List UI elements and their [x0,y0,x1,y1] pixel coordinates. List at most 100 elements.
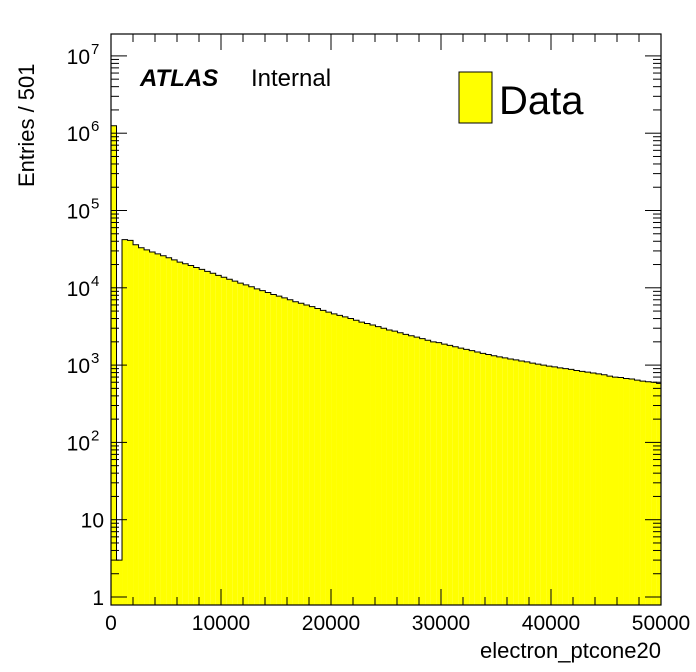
y-tick-exponent: 5 [91,196,99,213]
histogram-bar [651,382,657,605]
histogram-bar [469,350,475,605]
y-tick-label: 10 [67,278,90,301]
y-tick-label: 10 [81,510,104,533]
histogram-bar [590,373,596,605]
histogram-bar [226,279,233,605]
histogram-bar [232,281,238,605]
histogram-bar [325,312,332,605]
histogram-bar [358,322,365,605]
histogram-bar [562,368,569,605]
histogram-bar [507,358,514,605]
histogram-bar [606,376,613,605]
histogram-bars [110,125,662,605]
histogram-bar [573,370,580,605]
histogram-bar [336,315,343,605]
histogram-bar [259,290,266,605]
histogram-bar [540,365,547,605]
histogram-bar [314,308,321,605]
histogram-bar [441,344,448,605]
y-tick-label: 10 [67,432,90,455]
histogram-bar [298,303,304,605]
histogram-bar [127,240,134,605]
histogram-bar [375,326,382,605]
histogram-bar [133,244,139,605]
histogram-bar [182,263,189,605]
histogram-bar [204,271,211,605]
histogram-bar [342,316,348,605]
histogram-bar [518,360,525,605]
plot-frame [110,33,662,606]
y-tick-exponent: 3 [91,350,99,367]
histogram-bar [171,259,178,605]
histogram-bar [480,353,486,605]
y-tick-label: 10 [67,201,90,224]
histogram-bar [237,283,244,605]
y-tick-exponent: 2 [91,427,99,444]
histogram-bar [215,275,222,605]
histogram-bar [292,301,299,605]
histogram-bar [381,328,387,605]
histogram-bar [551,366,558,605]
y-tick-label: 1 [92,587,104,610]
y-tick-exponent: 6 [91,118,99,135]
y-tick-exponent: 7 [91,41,99,58]
histogram-bar [546,366,552,605]
y-tick-exponent: 4 [91,273,99,290]
histogram-bar [640,381,646,605]
histogram-bar [458,348,464,605]
histogram-bar [166,257,172,605]
x-tick-label: 50000 [632,612,690,635]
histogram-bar [248,286,255,605]
histogram-bar [623,378,630,605]
histogram-bar [612,377,619,605]
histogram-bar [210,273,216,605]
y-tick-label: 10 [67,123,90,146]
histogram-bar [502,357,508,605]
histogram-bar [392,331,398,605]
legend-entry-data: Data [499,79,584,123]
histogram-bar [144,249,150,605]
x-tick-label: 30000 [412,612,470,635]
histogram-bar [447,345,453,605]
histogram-bar [265,292,271,605]
histogram-bar [122,239,128,605]
histogram-bar [557,367,563,605]
histogram-bar [513,359,519,605]
histogram-bar [414,337,420,605]
x-tick-label: 20000 [302,612,360,635]
histogram-bar [436,342,442,605]
histogram-bar [353,320,359,605]
histogram-bar [568,369,574,605]
histogram-bar [243,284,249,605]
x-tick-labels: 0 10000 20000 30000 40000 50000 [105,612,690,635]
y-axis-title: Entries / 501 [14,63,39,187]
histogram-bar [463,349,470,605]
histogram-bar [474,351,481,605]
histogram-bar [595,373,602,605]
histogram-bar [535,364,541,605]
histogram-bar [138,247,145,605]
x-tick-label: 10000 [192,612,250,635]
y-tick-label: 10 [67,355,90,378]
histogram-bar [177,262,183,605]
histogram-bar [221,277,227,605]
histogram-bar [579,371,585,605]
histogram-bar [270,294,277,605]
histogram-bar [287,299,293,605]
histogram-bar [347,318,354,605]
x-tick-label: 40000 [522,612,580,635]
histogram-bar [584,372,591,605]
histogram-bar [303,304,310,605]
histogram-bar [397,332,404,605]
histogram-bar [496,356,503,605]
histogram-outline [110,125,662,605]
histogram-bar [386,329,393,605]
histogram-bar [485,354,492,605]
histogram-bar [199,269,205,605]
histogram-bar [320,310,326,605]
histogram-bar [188,265,194,605]
histogram-bar [656,383,661,605]
histogram-bar [149,252,156,605]
histogram-bar [364,323,371,605]
